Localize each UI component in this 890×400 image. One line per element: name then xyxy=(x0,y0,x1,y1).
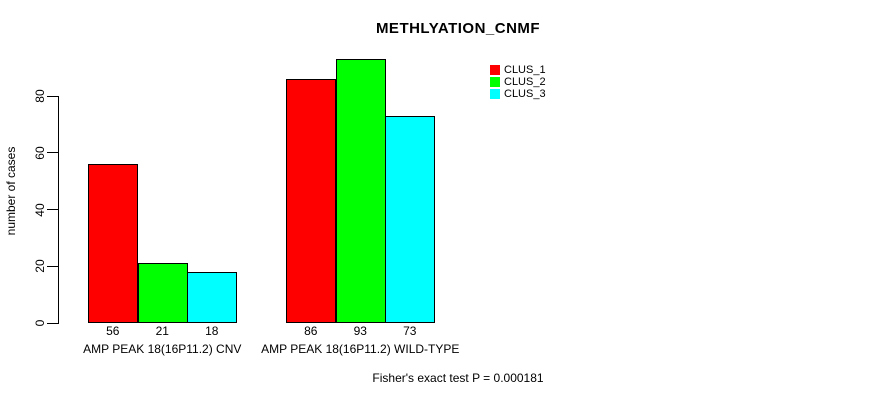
chart-title: METHLYATION_CNMF xyxy=(375,20,541,37)
legend-swatch-CLUS_3 xyxy=(490,89,500,99)
bar-value-label-CLUS_1-group2: 86 xyxy=(304,324,318,338)
legend-item-CLUS_3: CLUS_3 xyxy=(490,88,546,100)
y-tick-label-20: 20 xyxy=(33,259,47,273)
legend-item-CLUS_1: CLUS_1 xyxy=(490,64,546,76)
bar-CLUS_3-group2 xyxy=(385,115,435,323)
legend-label-CLUS_3: CLUS_3 xyxy=(504,88,546,100)
y-tick-label-80: 80 xyxy=(33,89,47,103)
bar-value-label-CLUS_3-group1: 18 xyxy=(205,324,219,338)
bar-CLUS_2-group1 xyxy=(137,263,188,323)
legend-label-CLUS_1: CLUS_1 xyxy=(504,64,546,76)
y-tick-mark-40 xyxy=(47,209,58,210)
bar-value-label-CLUS_1-group1: 56 xyxy=(106,324,120,338)
fisher-test-annotation: Fisher's exact test P = 0.000181 xyxy=(372,371,544,385)
legend-item-CLUS_2: CLUS_2 xyxy=(490,76,546,88)
bar-CLUS_2-group2 xyxy=(335,59,386,323)
x-group-label-2: AMP PEAK 18(16P11.2) WILD-TYPE xyxy=(261,342,460,356)
legend-swatch-CLUS_1 xyxy=(490,65,500,75)
y-tick-label-60: 60 xyxy=(33,146,47,160)
y-tick-label-40: 40 xyxy=(33,202,47,217)
bar-CLUS_1-group2 xyxy=(286,78,336,323)
y-axis-line xyxy=(58,96,59,324)
bar-value-label-CLUS_2-group1: 21 xyxy=(155,324,169,338)
y-tick-mark-0 xyxy=(47,322,58,324)
bar-value-label-CLUS_2-group2: 93 xyxy=(353,324,367,338)
bar-value-label-CLUS_3-group2: 73 xyxy=(403,324,417,338)
bar-CLUS_3-group1 xyxy=(187,271,237,323)
y-tick-mark-80 xyxy=(47,95,58,97)
y-tick-mark-60 xyxy=(47,152,58,154)
y-tick-mark-20 xyxy=(47,265,58,267)
y-axis-label: number of cases xyxy=(4,146,18,236)
x-group-label-1: AMP PEAK 18(16P11.2) CNV xyxy=(83,342,242,356)
bar-CLUS_1-group1 xyxy=(88,164,138,323)
legend-swatch-CLUS_2 xyxy=(490,77,500,87)
legend-label-CLUS_2: CLUS_2 xyxy=(504,76,546,88)
legend: CLUS_1 CLUS_2 CLUS_3 xyxy=(490,64,546,100)
y-tick-label-0: 0 xyxy=(33,319,47,327)
